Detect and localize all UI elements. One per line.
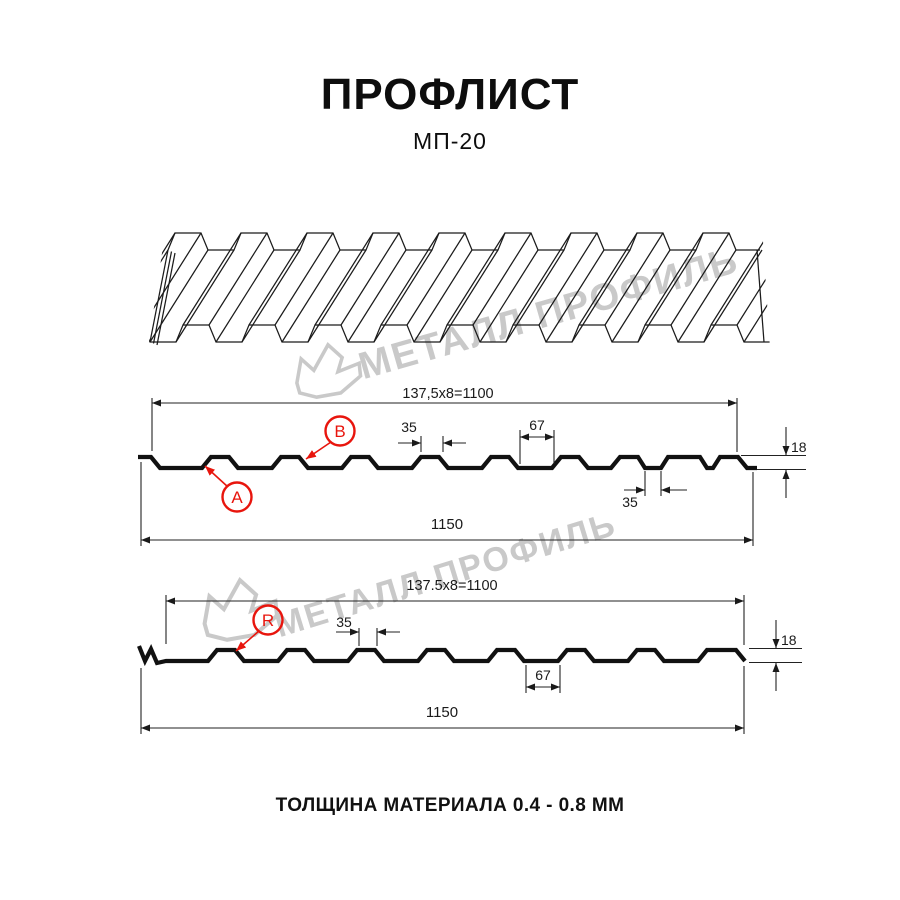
profile-3d-drawing [148, 232, 770, 346]
callout-r: R [235, 604, 284, 652]
dim-height-r: 18 [781, 632, 797, 648]
dim-valley-r: 67 [535, 667, 551, 683]
dim-notch-a: 35 [622, 494, 638, 510]
dim-width-a: 1150 [431, 516, 463, 533]
dim-height-a: 18 [791, 439, 807, 455]
dim-valley-a: 67 [529, 417, 545, 433]
cross-section-a: 137,5x8=1100 35 67 [138, 386, 807, 546]
product-model: МП-20 [413, 128, 487, 154]
profile-r-outline [137, 644, 747, 667]
header: ПРОФЛИСТ МП-20 [0, 70, 900, 155]
page-title: ПРОФЛИСТ [320, 70, 580, 119]
callout-b-letter: В [334, 422, 345, 441]
material-thickness-note: ТОЛЩИНА МАТЕРИАЛА 0.4 - 0.8 ММ [275, 795, 625, 816]
dim-module-r: 137.5x8=1100 [406, 578, 497, 594]
callout-r-letter: R [262, 611, 274, 630]
cross-section-r: 137.5x8=1100 35 67 [137, 578, 802, 734]
callout-a: А [204, 465, 253, 513]
profile-a-outline [138, 454, 757, 471]
dim-rib-top-a: 35 [401, 419, 417, 435]
callout-a-letter: А [231, 488, 243, 507]
dim-module-a: 137,5x8=1100 [402, 386, 493, 402]
callout-b: В [305, 415, 356, 460]
dim-rib-top-r: 35 [336, 614, 352, 630]
dim-width-r: 1150 [426, 704, 458, 721]
